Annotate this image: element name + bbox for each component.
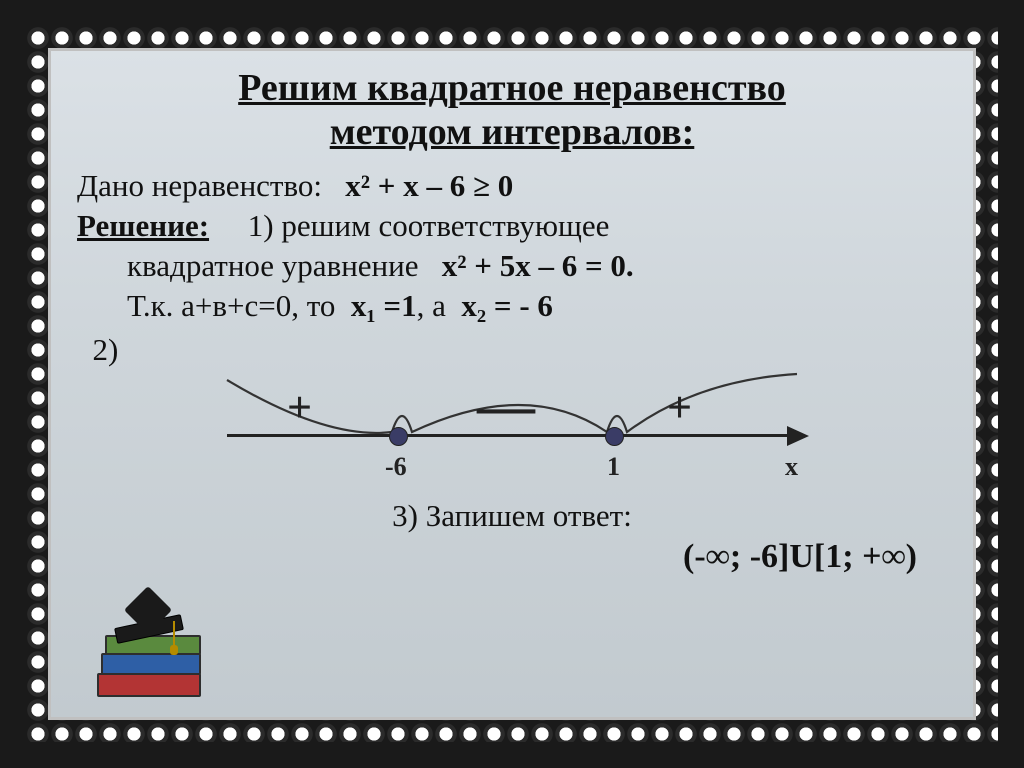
coeff-hint-pre: Т.к. а+в+с=0, то: [127, 288, 335, 323]
tassel-icon: [173, 621, 175, 647]
given-line: Дано неравенство: x² + x – 6 ≥ 0: [77, 168, 947, 204]
sign-left: +: [287, 382, 312, 433]
root-x2: x₂ = - 6: [461, 288, 553, 323]
coeff-hint-line: Т.к. а+в+с=0, то x₁ =1, а x₂ = - 6: [77, 288, 947, 324]
coeff-mid: , а: [417, 288, 446, 323]
step1-expression: x² + 5x – 6 = 0.: [442, 248, 634, 283]
sign-mid: —: [477, 372, 529, 439]
axis-arrow-icon: [787, 426, 809, 446]
number-line-diagram: + — + -6 1 x: [227, 374, 867, 494]
root-x1: x₁ =1: [351, 288, 417, 323]
answer-line: (-∞; -6]U[1; +∞): [77, 538, 947, 576]
step1-text: решим соответствующее: [281, 208, 609, 243]
step3-line: 3) Запишем ответ:: [77, 498, 947, 534]
solution-label: Решение:: [77, 208, 209, 243]
slide-area: Решим квадратное неравенство методом инт…: [48, 48, 976, 720]
step1-cont-text: квадратное уравнение: [127, 248, 419, 283]
point-minus6: [389, 427, 408, 446]
step3-text: Запишем ответ:: [426, 498, 632, 533]
title-line-2: методом интервалов:: [330, 111, 695, 153]
decorative-border: Решим квадратное неравенство методом инт…: [26, 26, 998, 742]
point-1: [605, 427, 624, 446]
step3-num: 3): [392, 498, 418, 533]
axis-label: x: [785, 452, 798, 482]
books-icon: [87, 587, 227, 697]
slide-title: Решим квадратное неравенство методом инт…: [77, 67, 947, 154]
step2-line: 2): [77, 332, 947, 368]
tick-label-2: 1: [607, 452, 620, 482]
given-expression: x² + x – 6 ≥ 0: [345, 168, 513, 203]
step1-num: 1): [248, 208, 274, 243]
tick-label-1: -6: [385, 452, 407, 482]
step1-continued: квадратное уравнение x² + 5x – 6 = 0.: [77, 248, 947, 284]
outer-frame: Решим квадратное неравенство методом инт…: [0, 0, 1024, 768]
title-line-1: Решим квадратное неравенство: [238, 67, 786, 109]
book-red-icon: [97, 673, 201, 697]
sign-right: +: [667, 382, 692, 433]
given-label: Дано неравенство:: [77, 168, 322, 203]
step2-num: 2): [93, 332, 119, 367]
answer-value: (-∞; -6]U[1; +∞): [683, 538, 917, 575]
book-blue-icon: [101, 653, 201, 675]
solution-line: Решение: 1) решим соответствующее: [77, 208, 947, 244]
